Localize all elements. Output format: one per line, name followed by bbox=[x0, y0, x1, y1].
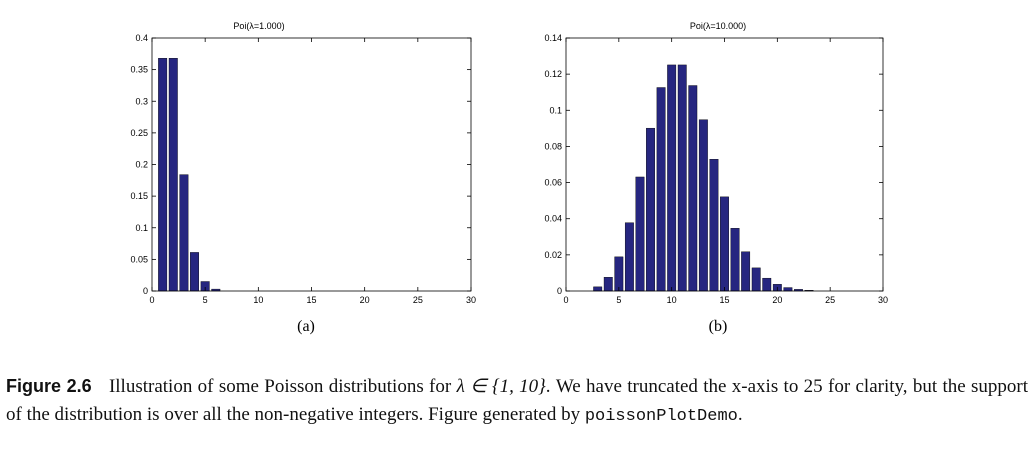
chart-b-ytick-label-7: 0.14 bbox=[544, 33, 562, 43]
chart-a-xtick-label-2: 10 bbox=[253, 295, 263, 305]
panel-label-a: (a) bbox=[297, 318, 315, 335]
chart-b-xtick-label-6: 30 bbox=[878, 295, 888, 305]
chart-a-ytick-label-5: 0.25 bbox=[130, 128, 148, 138]
figure-label: Figure 2.6 bbox=[6, 376, 92, 396]
chart-b-bar-19 bbox=[762, 277, 772, 292]
chart-a-xtick-label-5: 25 bbox=[413, 295, 423, 305]
chart-poisson-lambda-1: Poi(λ=1.000) 0 5 10 15 20 25 30 0 0.05 0.1 0.15 0.2… bbox=[0, 0, 480, 310]
chart-poisson-lambda-10: Poi(λ=10.000) 0 5 10 15 20 25 30 0 0.02 0.04 0.06 0… bbox=[544, 21, 888, 305]
chart-b-xtick-label-3: 15 bbox=[719, 295, 729, 305]
chart-b-ytick-label-5: 0.1 bbox=[549, 105, 562, 115]
chart-a-xtick-label-4: 20 bbox=[360, 295, 370, 305]
chart-b-ytick-label-1: 0.02 bbox=[544, 250, 562, 260]
caption-code: poissonPlotDemo bbox=[584, 407, 738, 426]
chart-b-ytick-label-2: 0.04 bbox=[544, 214, 562, 224]
chart-b-marks: 0 5 10 15 20 25 30 0 0.02 0.04 0.06 0.08 0.1 0.12 0.14 bbox=[544, 33, 888, 305]
chart-b-bar-14 bbox=[709, 159, 719, 292]
chart-a-svg: Poi(λ=1.000) 0 5 10 15 20 25 30 0 0.05 0.1 0.15 0.2… bbox=[130, 21, 476, 305]
figure-caption: Figure 2.6 Illustration of some Poisson … bbox=[6, 372, 1028, 431]
caption-math: λ ∈ {1, 10} bbox=[456, 376, 546, 397]
chart-a-ytick-label-0: 0 bbox=[143, 286, 148, 296]
chart-b-bar-12 bbox=[688, 85, 698, 292]
chart-a-ytick-label-8: 0.4 bbox=[135, 33, 148, 43]
chart-a-ytick-label-3: 0.15 bbox=[130, 191, 148, 201]
chart-a-ytick-label-7: 0.35 bbox=[130, 65, 148, 75]
chart-a-ytick-label-6: 0.3 bbox=[135, 96, 148, 106]
chart-b-ytick-label-4: 0.08 bbox=[544, 141, 562, 151]
chart-b-bar-16 bbox=[730, 228, 740, 292]
chart-b-title: Poi(λ=10.000) bbox=[690, 21, 746, 31]
chart-a-xtick-label-0: 0 bbox=[149, 295, 154, 305]
chart-a-ytick-label-2: 0.1 bbox=[135, 223, 148, 233]
chart-b-xtick-label-1: 5 bbox=[616, 295, 621, 305]
chart-b-bar-6 bbox=[624, 222, 634, 292]
chart-b-svg: Poi(λ=10.000) 0 5 10 15 20 25 3000.020.040.060… bbox=[544, 21, 888, 305]
chart-b-xtick-label-5: 25 bbox=[825, 295, 835, 305]
chart-b-bar-18 bbox=[751, 267, 761, 292]
chart-a-marks: 0 5 10 15 20 25 30 0 0.05 0.1 0.15 0.2 0.25 0.3 0.35 0.… bbox=[130, 33, 476, 305]
chart-b-bar-8 bbox=[646, 127, 655, 292]
chart-b-xtick-label-0: 0 bbox=[563, 295, 568, 305]
chart-b-xtick-label-2: 10 bbox=[667, 295, 677, 305]
chart-b-bar-9 bbox=[656, 87, 666, 292]
chart-b-bar-5 bbox=[614, 256, 624, 292]
chart-b-bar-4 bbox=[603, 277, 613, 292]
caption-end: . bbox=[737, 404, 743, 425]
chart-b-bar-10 bbox=[667, 64, 677, 292]
chart-b-bar-7 bbox=[635, 176, 645, 292]
chart-b-bar-11 bbox=[677, 64, 687, 292]
chart-a-xtick-label-3: 15 bbox=[306, 295, 316, 305]
panel-label-b: (b) bbox=[708, 318, 728, 335]
chart-b-bar-21 bbox=[783, 287, 793, 292]
caption-text-2: . We have truncated the x-axis to 25 for… bbox=[6, 376, 1029, 425]
chart-a-ytick-label-1: 0.05 bbox=[130, 254, 148, 264]
chart-b-ytick-label-0: 0 bbox=[557, 286, 562, 296]
chart-b-bar-13 bbox=[698, 119, 708, 292]
caption-text-1: Illustration of some Poisson distributio… bbox=[108, 376, 452, 397]
chart-a-xtick-label-6: 30 bbox=[466, 295, 476, 305]
chart-b-ytick-label-3: 0.06 bbox=[544, 178, 562, 188]
chart-b-ytick-label-6: 0.12 bbox=[544, 69, 562, 79]
chart-b-xtick-label-4: 20 bbox=[772, 295, 782, 305]
chart-a-ytick-label-4: 0.2 bbox=[135, 160, 148, 170]
chart-a-xtick-label-1: 5 bbox=[203, 295, 208, 305]
chart-b-bar-17 bbox=[741, 251, 751, 292]
chart-b-bar-3 bbox=[593, 286, 603, 292]
chart-b-bar-15 bbox=[720, 196, 729, 292]
chart-a-title: Poi(λ=1.000) bbox=[233, 21, 284, 31]
